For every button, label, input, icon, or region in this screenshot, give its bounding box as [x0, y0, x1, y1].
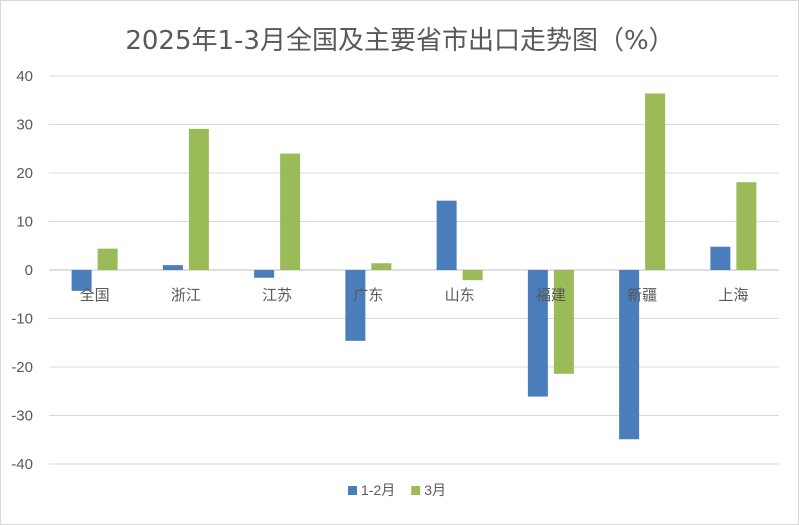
- bar: [71, 270, 92, 291]
- legend-label: 3月: [424, 482, 446, 498]
- y-tick-label: 20: [16, 165, 33, 182]
- bar: [436, 200, 457, 270]
- category-label: 山东: [445, 286, 475, 304]
- category-label: 全国: [80, 286, 110, 304]
- category-label: 广东: [353, 286, 383, 304]
- bar: [527, 270, 548, 397]
- bar: [619, 270, 640, 440]
- y-tick-label: 30: [16, 117, 33, 134]
- y-tick-label: -40: [11, 456, 33, 473]
- legend-label: 1-2月: [361, 482, 395, 498]
- y-axis-tick-labels: -40 -30 -20 -10 0 10 20 30 40: [11, 68, 33, 473]
- y-tick-label: -10: [11, 311, 33, 328]
- bar: [345, 270, 366, 341]
- bar: [553, 270, 574, 374]
- legend: 1-2月 3月: [348, 482, 446, 498]
- bar: [371, 263, 392, 270]
- bar: [280, 153, 301, 270]
- bar: [188, 128, 209, 270]
- y-tick-label: -20: [11, 359, 33, 376]
- category-label: 福建: [536, 286, 566, 304]
- category-label: 新疆: [627, 286, 657, 304]
- chart-title: 2025年1-3月全国及主要省市出口走势图（%）: [125, 26, 674, 56]
- gridlines: [49, 75, 779, 465]
- category-label: 上海: [718, 286, 748, 304]
- bar: [710, 246, 731, 270]
- y-tick-label: -30: [11, 408, 33, 425]
- bar: [645, 93, 666, 271]
- bar: [97, 248, 118, 270]
- category-labels: 全国 浙江 江苏 广东 山东 福建 新疆 上海: [80, 286, 749, 304]
- bar: [254, 270, 275, 278]
- legend-swatch: [411, 486, 421, 495]
- legend-swatch: [348, 486, 357, 495]
- bar: [162, 265, 183, 270]
- bars: [71, 93, 757, 440]
- y-tick-label: 0: [25, 262, 33, 279]
- category-label: 浙江: [171, 286, 201, 304]
- bar: [462, 270, 483, 281]
- category-label: 江苏: [262, 286, 292, 304]
- y-tick-label: 10: [16, 214, 33, 231]
- bar: [736, 182, 757, 270]
- y-tick-label: 40: [16, 68, 33, 85]
